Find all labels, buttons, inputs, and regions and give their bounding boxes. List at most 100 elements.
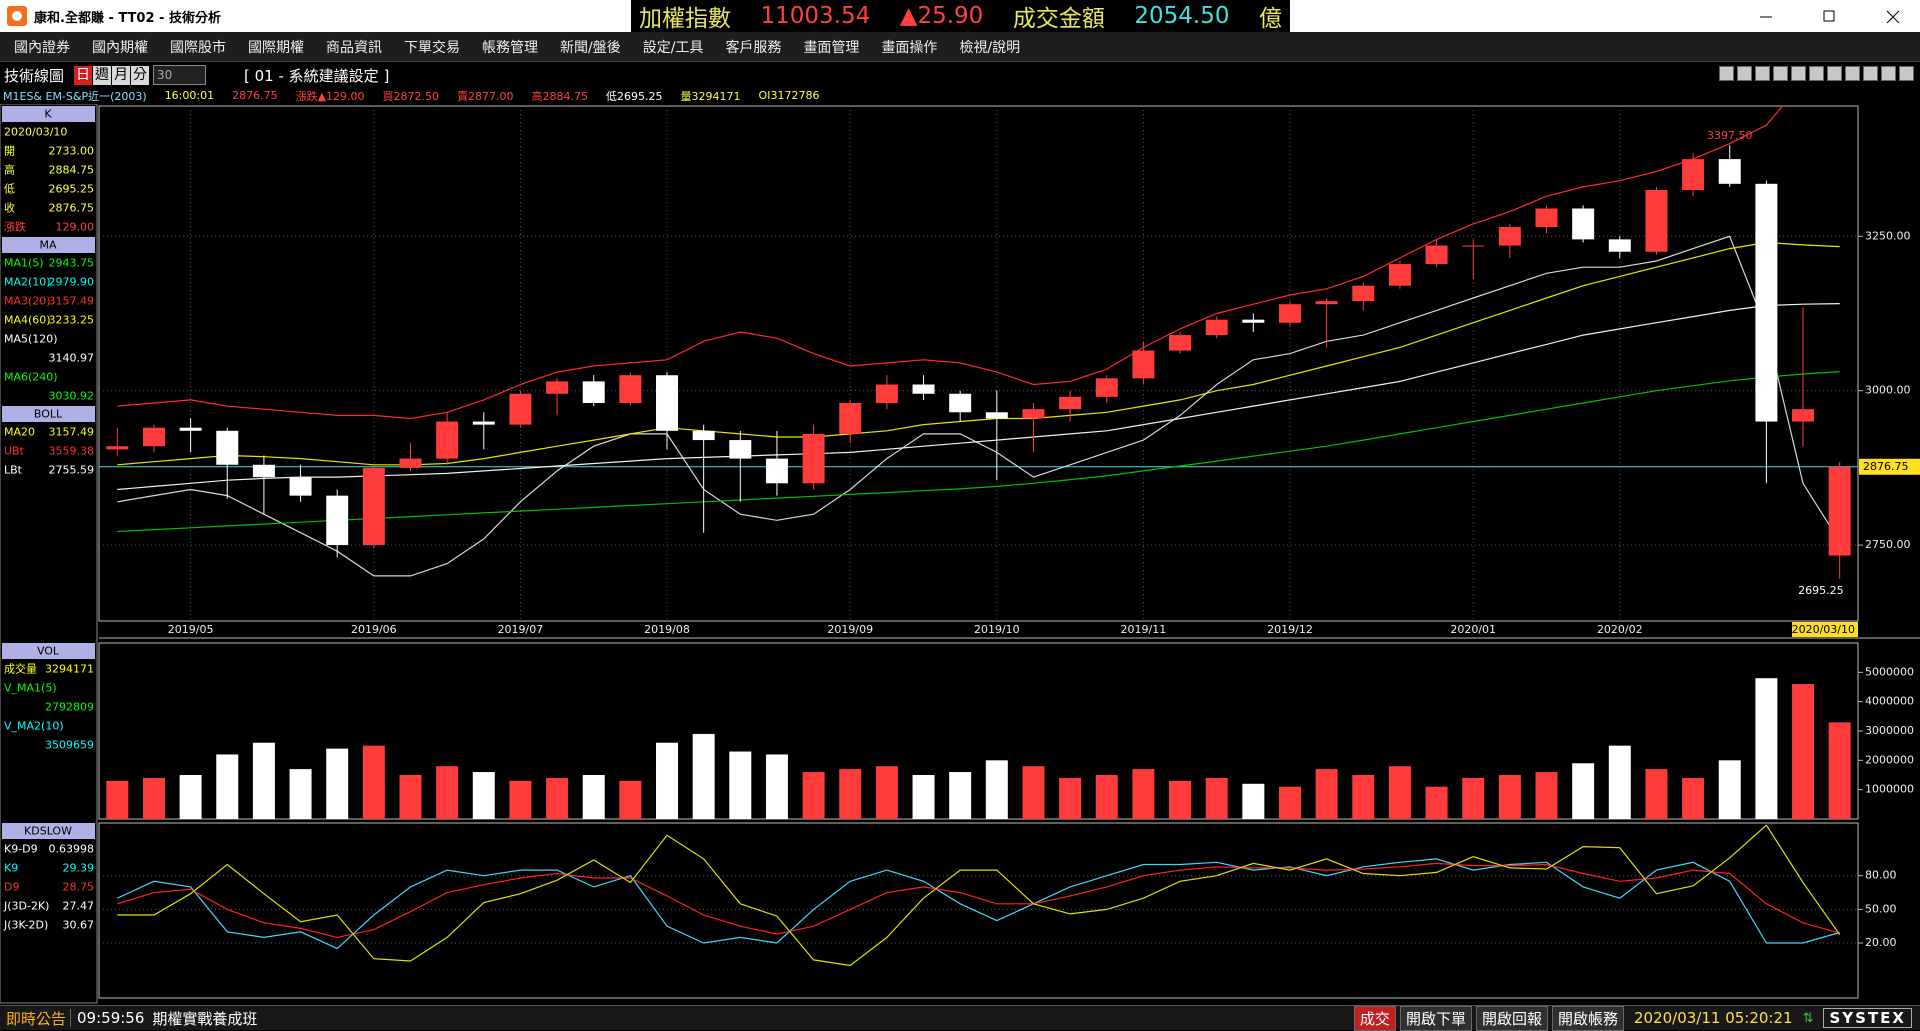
volume-bar	[1572, 763, 1595, 819]
volume-bar	[546, 777, 569, 819]
tool-icon[interactable]	[1773, 66, 1788, 81]
indicator-value: 3140.97	[49, 352, 95, 365]
quote-item: 2876.75	[232, 89, 278, 102]
tool-icon[interactable]	[1809, 66, 1824, 81]
indicator-label: MA6(240)	[4, 371, 58, 384]
candle-body	[875, 384, 898, 404]
status-button[interactable]: 成交	[1353, 1005, 1396, 1031]
candle-body	[1645, 189, 1668, 252]
y-tick-label: 3250.00	[1865, 229, 1911, 242]
series-line	[117, 241, 1840, 466]
indicator-value: 3157.49	[49, 426, 95, 439]
indicator-value: 29.39	[63, 862, 95, 875]
section-title: KDSLOW	[24, 825, 72, 838]
candle-body	[729, 440, 752, 459]
section-title: MA	[39, 239, 56, 252]
tool-icon[interactable]	[1881, 66, 1896, 81]
section-header	[2, 237, 95, 253]
candle-body	[362, 467, 385, 546]
tool-icon[interactable]	[1755, 66, 1770, 81]
x-tick-label: 2019/12	[1267, 623, 1313, 636]
section-header	[2, 643, 95, 659]
indicator-value: 27.47	[63, 900, 95, 913]
candle-body	[839, 403, 862, 434]
x-tick-label: 2019/08	[644, 623, 690, 636]
plot-frame	[98, 105, 1859, 622]
section-title: K	[44, 108, 52, 121]
toolbar-label: 技術線圖	[4, 66, 65, 85]
close[interactable]	[1886, 10, 1900, 24]
menu-item[interactable]: 國內證券	[14, 39, 70, 56]
series-line	[117, 824, 1841, 967]
menu-item[interactable]: 設定/工具	[642, 39, 704, 56]
period-button[interactable]: 週	[93, 65, 112, 85]
candle-body	[1462, 245, 1485, 247]
tool-icon[interactable]	[1863, 66, 1878, 81]
interval-select[interactable]: 30	[153, 65, 207, 85]
status-button[interactable]: 開啟回報	[1475, 1005, 1548, 1031]
volume-bar	[1059, 777, 1082, 819]
current-date: 2020/03/10	[1792, 623, 1855, 636]
restore[interactable]	[1823, 10, 1835, 22]
volume-bar	[142, 777, 165, 819]
period-button[interactable]: 月	[112, 65, 131, 85]
volume-bar	[1792, 684, 1815, 819]
tool-icon[interactable]	[1827, 66, 1842, 81]
candle-body	[436, 421, 459, 459]
ticker: 加權指數 11003.54 ▲25.90 成交金額 2054.50 億	[631, 0, 1290, 32]
section-title: BOLL	[34, 408, 63, 421]
candle-body	[912, 384, 935, 394]
volume-bar	[1095, 775, 1118, 819]
volume-bar	[1022, 766, 1045, 819]
indicator-value: 0.63998	[49, 843, 95, 856]
volume-bar	[399, 775, 422, 819]
volume-bar	[1498, 775, 1521, 819]
tool-icon[interactable]	[1719, 66, 1734, 81]
menu-item[interactable]: 客戶服務	[725, 39, 782, 56]
volume-bar	[326, 748, 349, 819]
quote-item: 賣2877.00	[457, 89, 514, 103]
x-tick-label: 2019/06	[351, 623, 397, 636]
menu-item[interactable]: 國際期權	[248, 39, 304, 56]
candle-body	[656, 375, 679, 431]
period-button[interactable]: 日	[74, 65, 93, 85]
ticker-item: 億	[1259, 6, 1282, 32]
indicator-value: 2733.00	[49, 145, 95, 158]
candle-body	[1828, 466, 1851, 556]
window-controls[interactable]	[1720, 0, 1920, 32]
tool-icon[interactable]	[1737, 66, 1752, 81]
tool-icon[interactable]	[1845, 66, 1860, 81]
volume-bar	[1608, 745, 1631, 819]
indicator-value: 3233.25	[49, 314, 95, 327]
menu-item[interactable]: 帳務管理	[482, 39, 538, 56]
y-tick-label: 4000000	[1865, 695, 1914, 708]
tool-icon[interactable]	[1791, 66, 1806, 81]
candle-body	[1498, 227, 1521, 246]
status-clock: 2020/03/11 05:20:21	[1633, 1009, 1793, 1027]
menu-item[interactable]: 國際股市	[170, 39, 226, 56]
menu-item[interactable]: 商品資訊	[326, 39, 382, 56]
status-button[interactable]: 開啟下單	[1399, 1005, 1472, 1031]
notice-time: 09:59:56	[70, 1009, 152, 1027]
period-button[interactable]: 分	[131, 65, 150, 85]
menu-item[interactable]: 國內期權	[92, 39, 148, 56]
menu-item[interactable]: 畫面操作	[881, 39, 938, 56]
candle-body	[1315, 301, 1338, 305]
volume-bar	[582, 775, 605, 819]
menu-item[interactable]: 下單交易	[404, 39, 460, 56]
indicator-label: MA1(5)	[4, 257, 44, 270]
y-tick-label: 80.00	[1865, 869, 1897, 882]
indicator-value: 2755.59	[49, 464, 95, 477]
volume-bar	[436, 766, 459, 819]
volume-bar	[216, 754, 239, 819]
last-price-label: 2876.75	[1863, 460, 1909, 473]
indicator-label: 高	[4, 163, 15, 177]
volume-bar	[802, 772, 825, 819]
volume-bar	[179, 775, 202, 819]
menu-item[interactable]: 畫面管理	[803, 39, 860, 56]
menu-item[interactable]: 檢視/說明	[959, 39, 1021, 56]
status-bar: 即時公告 09:59:56 期權實戰養成班 成交 開啟下單 開啟回報 開啟帳務 2020/03…	[0, 1005, 1920, 1031]
menu-item[interactable]: 新聞/盤後	[560, 39, 621, 56]
status-button[interactable]: 開啟帳務	[1551, 1005, 1624, 1031]
tool-icon[interactable]	[1899, 66, 1914, 81]
